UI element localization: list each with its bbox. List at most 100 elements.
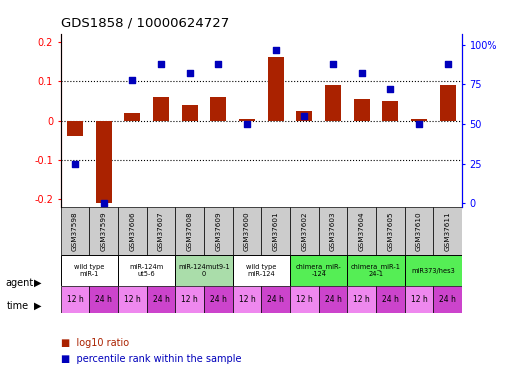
Point bbox=[99, 200, 108, 206]
Bar bbox=[404, 207, 433, 255]
Point bbox=[128, 77, 137, 83]
Point bbox=[329, 61, 337, 67]
Bar bbox=[347, 286, 376, 313]
Bar bbox=[404, 255, 462, 286]
Text: 12 h: 12 h bbox=[411, 295, 427, 304]
Bar bbox=[382, 101, 398, 120]
Text: 12 h: 12 h bbox=[181, 295, 198, 304]
Bar bbox=[204, 286, 233, 313]
Text: miR-124mut9-1
0: miR-124mut9-1 0 bbox=[178, 264, 230, 277]
Bar bbox=[261, 207, 290, 255]
Bar bbox=[239, 118, 255, 120]
Text: 12 h: 12 h bbox=[124, 295, 141, 304]
Bar bbox=[261, 286, 290, 313]
Text: ▶: ▶ bbox=[34, 301, 42, 310]
Bar bbox=[376, 286, 404, 313]
Text: miR-124m
ut5-6: miR-124m ut5-6 bbox=[129, 264, 164, 277]
Bar bbox=[175, 255, 233, 286]
Text: GSM37606: GSM37606 bbox=[129, 211, 135, 251]
Point bbox=[271, 46, 280, 53]
Bar bbox=[96, 120, 111, 203]
Bar bbox=[290, 255, 347, 286]
Text: GSM37604: GSM37604 bbox=[359, 211, 365, 251]
Bar bbox=[153, 97, 169, 120]
Text: GSM37607: GSM37607 bbox=[158, 211, 164, 251]
Text: 24 h: 24 h bbox=[210, 295, 227, 304]
Bar bbox=[61, 255, 118, 286]
Bar bbox=[319, 207, 347, 255]
Text: ■  percentile rank within the sample: ■ percentile rank within the sample bbox=[61, 354, 241, 364]
Bar bbox=[89, 207, 118, 255]
Bar bbox=[147, 207, 175, 255]
Bar bbox=[347, 255, 404, 286]
Text: GSM37609: GSM37609 bbox=[215, 211, 221, 251]
Text: GSM37611: GSM37611 bbox=[445, 211, 451, 251]
Bar bbox=[118, 255, 175, 286]
Point bbox=[71, 161, 79, 167]
Bar bbox=[233, 286, 261, 313]
Bar bbox=[325, 85, 341, 120]
Point bbox=[444, 61, 452, 67]
Text: 12 h: 12 h bbox=[239, 295, 256, 304]
Point bbox=[157, 61, 165, 67]
Bar bbox=[319, 286, 347, 313]
Bar bbox=[433, 286, 462, 313]
Text: miR373/hes3: miR373/hes3 bbox=[411, 267, 455, 273]
Point bbox=[185, 70, 194, 76]
Bar bbox=[347, 207, 376, 255]
Text: 24 h: 24 h bbox=[325, 295, 342, 304]
Text: 24 h: 24 h bbox=[153, 295, 169, 304]
Text: chimera_miR-1
24-1: chimera_miR-1 24-1 bbox=[351, 264, 401, 278]
Bar bbox=[118, 286, 147, 313]
Bar bbox=[233, 207, 261, 255]
Bar bbox=[61, 207, 89, 255]
Bar bbox=[175, 286, 204, 313]
Bar bbox=[268, 57, 284, 120]
Bar bbox=[433, 207, 462, 255]
Text: GSM37610: GSM37610 bbox=[416, 211, 422, 251]
Text: wild type
miR-124: wild type miR-124 bbox=[246, 264, 277, 277]
Bar bbox=[211, 97, 226, 120]
Bar bbox=[290, 286, 319, 313]
Text: GSM37598: GSM37598 bbox=[72, 211, 78, 251]
Text: GSM37605: GSM37605 bbox=[388, 211, 393, 251]
Bar bbox=[297, 111, 312, 120]
Bar bbox=[182, 105, 197, 120]
Bar bbox=[147, 286, 175, 313]
Bar bbox=[440, 85, 456, 120]
Bar bbox=[125, 112, 140, 120]
Bar bbox=[89, 286, 118, 313]
Text: 12 h: 12 h bbox=[353, 295, 370, 304]
Text: GSM37600: GSM37600 bbox=[244, 211, 250, 251]
Bar bbox=[67, 120, 83, 136]
Bar bbox=[204, 207, 233, 255]
Point bbox=[386, 86, 394, 92]
Text: 24 h: 24 h bbox=[267, 295, 284, 304]
Text: GSM37602: GSM37602 bbox=[301, 211, 307, 251]
Text: time: time bbox=[6, 301, 29, 310]
Point bbox=[214, 61, 223, 67]
Text: 12 h: 12 h bbox=[296, 295, 313, 304]
Text: GSM37608: GSM37608 bbox=[187, 211, 193, 251]
Bar bbox=[354, 99, 370, 120]
Bar bbox=[404, 286, 433, 313]
Text: GDS1858 / 10000624727: GDS1858 / 10000624727 bbox=[61, 17, 229, 30]
Bar bbox=[61, 286, 89, 313]
Bar bbox=[376, 207, 404, 255]
Text: ■  log10 ratio: ■ log10 ratio bbox=[61, 338, 129, 348]
Text: 24 h: 24 h bbox=[439, 295, 456, 304]
Point bbox=[243, 121, 251, 127]
Text: GSM37603: GSM37603 bbox=[330, 211, 336, 251]
Bar bbox=[175, 207, 204, 255]
Bar bbox=[118, 207, 147, 255]
Point bbox=[415, 121, 423, 127]
Text: wild type
miR-1: wild type miR-1 bbox=[74, 264, 105, 277]
Text: ▶: ▶ bbox=[34, 278, 42, 288]
Text: chimera_miR-
-124: chimera_miR- -124 bbox=[296, 264, 342, 278]
Text: 12 h: 12 h bbox=[67, 295, 83, 304]
Text: 24 h: 24 h bbox=[382, 295, 399, 304]
Point bbox=[300, 113, 308, 119]
Text: 24 h: 24 h bbox=[95, 295, 112, 304]
Text: agent: agent bbox=[5, 278, 34, 288]
Bar bbox=[290, 207, 319, 255]
